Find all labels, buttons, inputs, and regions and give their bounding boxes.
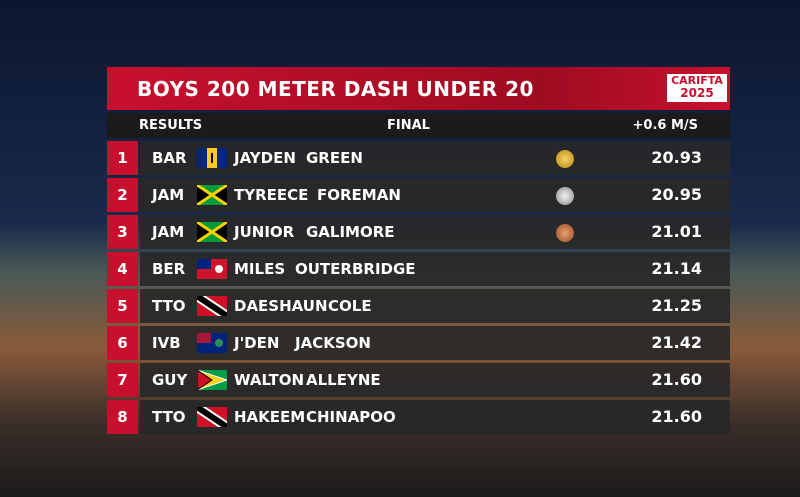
rank-cell: 7: [107, 363, 138, 397]
flag: [197, 148, 227, 168]
last-name: GALIMORE: [306, 223, 395, 241]
country-code: JAM: [152, 223, 185, 241]
result-row: JAM JUNIOR GALIMORE 21.01: [140, 215, 730, 249]
wind-label: +0.6 M/S: [632, 118, 699, 133]
flag-icon: [196, 220, 228, 244]
time: 21.42: [651, 333, 702, 352]
flag-icon: [197, 333, 227, 353]
rank-cell: 2: [107, 178, 138, 212]
last-name: CHINAPOO: [306, 408, 396, 426]
title-bar: BOYS 200 METER DASH UNDER 20 CARIFTA 202…: [107, 67, 730, 110]
results-label: RESULTS: [139, 118, 203, 133]
gold-medal: [556, 150, 574, 168]
results-panel: BOYS 200 METER DASH UNDER 20 CARIFTA 202…: [107, 67, 730, 434]
country-code: GUY: [152, 371, 188, 389]
first-name: DAESHAUN: [234, 297, 328, 315]
flag-icon: [194, 291, 230, 321]
flag-icon: [197, 259, 227, 279]
flag: [197, 259, 227, 279]
last-name: ALLEYNE: [306, 371, 381, 389]
rank-cell: 4: [107, 252, 138, 286]
time: 20.93: [651, 148, 702, 167]
flag: [194, 402, 230, 432]
first-name: JAYDEN: [234, 149, 296, 167]
time: 20.95: [651, 185, 702, 204]
first-name: TYREECE: [234, 186, 309, 204]
flag: [196, 183, 228, 207]
title: BOYS 200 METER DASH UNDER 20: [137, 77, 534, 101]
subheader: RESULTS FINAL +0.6 M/S: [107, 113, 730, 138]
first-name: JUNIOR: [234, 223, 295, 241]
rank-cell: 5: [107, 289, 138, 323]
flag-icon: [197, 148, 227, 168]
flag-icon: [196, 369, 229, 391]
country-code: BAR: [152, 149, 187, 167]
logo-text: CARIFTA: [671, 74, 723, 87]
flag: [196, 369, 229, 391]
rank-cell: 8: [107, 400, 138, 434]
last-name: JACKSON: [295, 334, 371, 352]
flag: [197, 333, 227, 353]
time: 21.01: [651, 222, 702, 241]
flag: [194, 291, 230, 321]
result-row: TTO HAKEEM CHINAPOO 21.60: [140, 400, 730, 434]
time: 21.14: [651, 259, 702, 278]
first-name: J'DEN: [234, 334, 280, 352]
logo-year: 2025: [680, 86, 714, 100]
flag-icon: [196, 183, 228, 207]
country-code: JAM: [152, 186, 185, 204]
last-name: GREEN: [306, 149, 363, 167]
last-name: OUTERBRIDGE: [295, 260, 416, 278]
silver-medal: [556, 187, 574, 205]
result-row: TTO DAESHAUN COLE 21.25: [140, 289, 730, 323]
country-code: TTO: [152, 408, 186, 426]
country-code: BER: [152, 260, 186, 278]
time: 21.60: [651, 407, 702, 426]
result-row: BER MILES OUTERBRIDGE 21.14: [140, 252, 730, 286]
result-row: JAM TYREECE FOREMAN 20.95: [140, 178, 730, 212]
rank-cell: 3: [107, 215, 138, 249]
result-row: IVB J'DEN JACKSON 21.42: [140, 326, 730, 360]
country-code: TTO: [152, 297, 186, 315]
result-row: BAR JAYDEN GREEN 20.93: [140, 141, 730, 175]
flag-icon: [194, 402, 230, 432]
first-name: WALTON: [234, 371, 305, 389]
country-code: IVB: [152, 334, 181, 352]
last-name: COLE: [328, 297, 372, 315]
result-row: GUY WALTON ALLEYNE 21.60: [140, 363, 730, 397]
last-name: FOREMAN: [317, 186, 401, 204]
logo: CARIFTA 2025: [667, 74, 727, 102]
time: 21.60: [651, 370, 702, 389]
rank-cell: 1: [107, 141, 138, 175]
bronze-medal: [556, 224, 574, 242]
round-label: FINAL: [387, 118, 430, 133]
time: 21.25: [651, 296, 702, 315]
first-name: HAKEEM: [234, 408, 306, 426]
first-name: MILES: [234, 260, 286, 278]
rank-cell: 6: [107, 326, 138, 360]
flag: [196, 220, 228, 244]
